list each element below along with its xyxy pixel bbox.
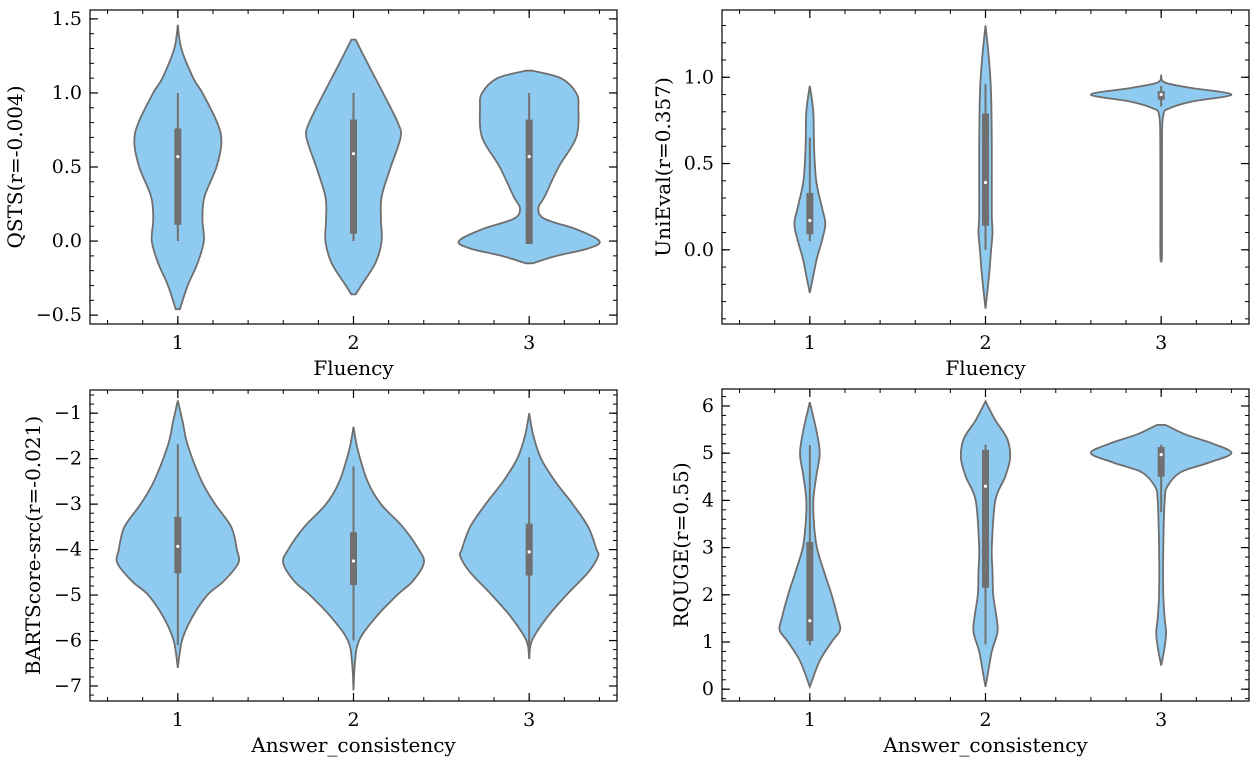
- y-tick-label: −7: [54, 675, 82, 697]
- violin-body: [1090, 424, 1233, 666]
- median-marker: [808, 619, 812, 623]
- y-tick-label: −6: [54, 630, 82, 652]
- y-tick-label: 3: [702, 537, 714, 559]
- median-marker: [527, 155, 531, 159]
- violin-2: [282, 426, 425, 691]
- violin-2: [977, 25, 994, 309]
- violin-1: [793, 85, 827, 294]
- y-tick-label: −2: [54, 448, 82, 470]
- violin-3: [457, 69, 601, 265]
- y-tick-label: 1.0: [52, 82, 82, 104]
- iqr-box: [806, 541, 814, 642]
- median-marker: [527, 550, 531, 554]
- median-marker: [1159, 92, 1163, 97]
- violin-2: [959, 399, 1012, 687]
- violin-3: [1089, 73, 1233, 263]
- violin-body: [1089, 73, 1233, 263]
- subplot-1: −0.5 0.0 0.5 1.0 1.5 1 2 3 Fluency QSTS(r=-0.004): [3, 8, 618, 380]
- median-marker: [351, 152, 356, 156]
- violin-1: [133, 24, 223, 311]
- y-tick-label: 2: [702, 584, 714, 606]
- y-tick-label: 4: [702, 489, 714, 511]
- iqr-box: [1157, 447, 1165, 477]
- y-tick-label: 0.5: [684, 153, 714, 175]
- x-tick-label: 3: [523, 332, 535, 354]
- violin-3: [458, 413, 600, 659]
- y-tick-label: −3: [54, 493, 82, 515]
- y-tick-label: −0.5: [36, 304, 82, 326]
- x-tick-label: 3: [1155, 332, 1167, 354]
- y-tick-label: 5: [702, 442, 714, 464]
- iqr-box: [982, 113, 989, 226]
- iqr-box: [350, 532, 357, 586]
- median-marker: [808, 218, 812, 223]
- y-axis-label: BARTScore-src(r=-0.021): [21, 416, 45, 675]
- violin-3: [1090, 424, 1233, 666]
- y-tick-label: 0.5: [52, 156, 82, 178]
- x-tick-label: 2: [979, 332, 991, 354]
- x-tick-label: 2: [347, 709, 359, 731]
- x-tick-label: 2: [979, 709, 991, 731]
- y-axis-label: QSTS(r=-0.004): [3, 85, 27, 248]
- violin-1: [778, 401, 842, 690]
- violin-2: [305, 38, 402, 296]
- iqr-box: [806, 192, 814, 235]
- y-tick-label: 1.5: [52, 8, 82, 30]
- x-tick-label: 3: [523, 709, 535, 731]
- iqr-box: [982, 449, 989, 588]
- iqr-box: [350, 119, 357, 234]
- median-marker: [176, 155, 180, 159]
- x-axis-label: Fluency: [945, 356, 1026, 380]
- y-axis-label: RQUGE(r=0.55): [669, 462, 693, 627]
- y-tick-label: −1: [54, 402, 82, 424]
- x-tick-label: 1: [804, 709, 816, 731]
- y-tick-label: 1: [702, 631, 714, 653]
- x-axis-label: Fluency: [313, 356, 394, 380]
- x-axis-label: Answer_consistency: [882, 733, 1088, 757]
- x-tick-label: 1: [172, 332, 184, 354]
- iqr-box: [525, 523, 533, 576]
- median-marker: [983, 484, 988, 488]
- median-marker: [176, 544, 180, 549]
- x-tick-label: 1: [172, 709, 184, 731]
- y-tick-label: 6: [702, 395, 714, 417]
- iqr-box: [525, 119, 533, 245]
- median-marker: [983, 180, 988, 185]
- median-marker: [351, 559, 356, 563]
- y-tick-label: 1.0: [684, 66, 714, 88]
- y-tick-label: −4: [54, 539, 82, 561]
- subplot-2: 0.0 0.5 1.0 1 2 3 Fluency UniEval(r=0.357): [651, 9, 1250, 380]
- x-tick-label: 3: [1155, 709, 1167, 731]
- iqr-box: [174, 128, 182, 225]
- y-axis-label: UniEval(r=0.357): [651, 77, 675, 257]
- violin-1: [115, 400, 241, 668]
- x-tick-label: 1: [804, 332, 816, 354]
- x-tick-label: 2: [347, 332, 359, 354]
- y-tick-label: 0.0: [684, 239, 714, 261]
- x-axis-label: Answer_consistency: [250, 733, 456, 757]
- y-tick-label: 0: [702, 678, 714, 700]
- median-marker: [1159, 453, 1163, 457]
- y-tick-label: 0.0: [52, 230, 82, 252]
- subplot-4: 0 1 2 3 4 5 6 1 2 3 Answer_consistency RQUGE(r=0.55…: [669, 388, 1250, 757]
- y-tick-label: −5: [54, 584, 82, 606]
- subplot-3: −7 −6 −5 −4 −3 −2 −1 1 2 3 Answer_consistency BARTS…: [21, 389, 618, 757]
